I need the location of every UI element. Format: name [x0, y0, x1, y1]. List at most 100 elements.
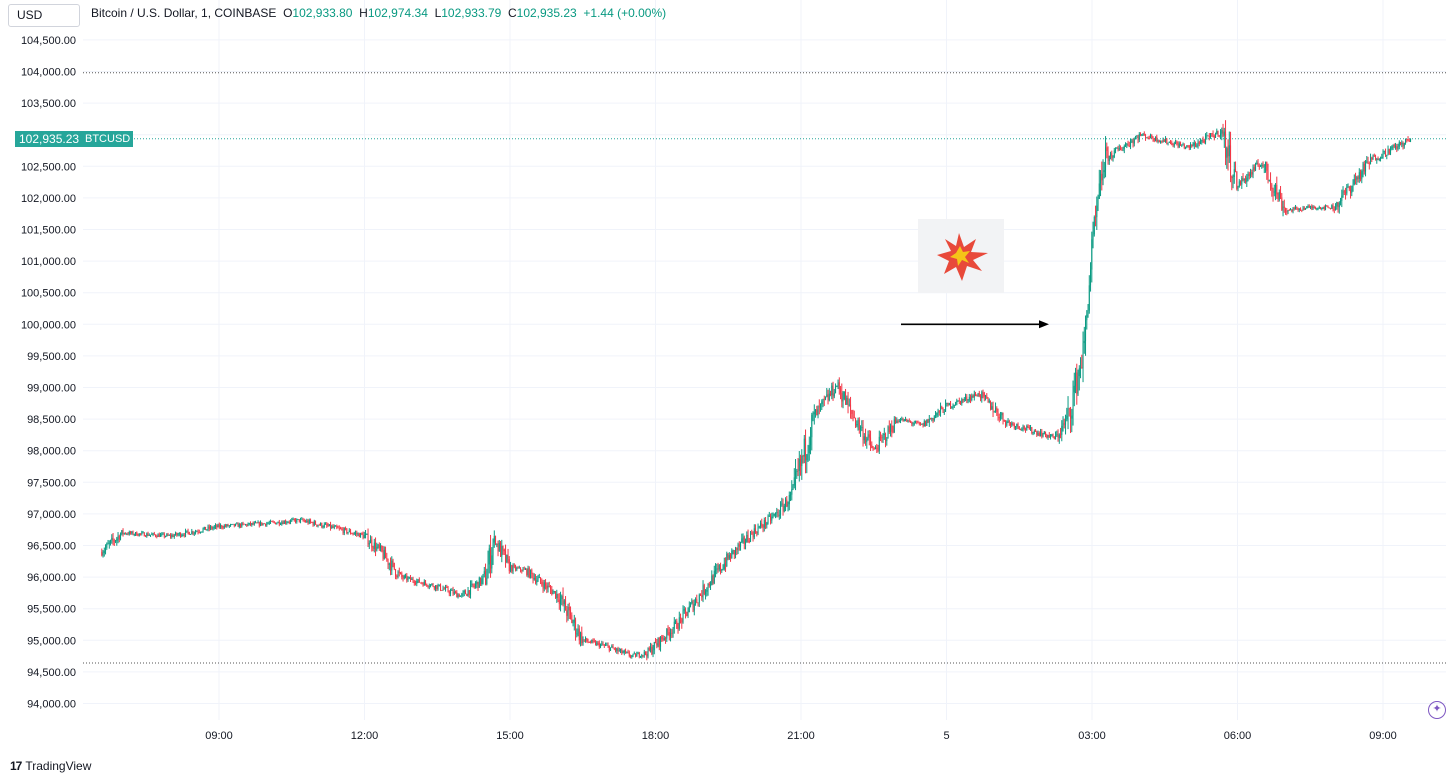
- candle-body: [640, 656, 642, 658]
- candle-body: [950, 403, 952, 408]
- candle-body: [1363, 163, 1365, 172]
- candle-body: [818, 406, 820, 408]
- candle-body: [1237, 186, 1239, 190]
- candle-body: [312, 522, 314, 526]
- candle-body: [167, 534, 169, 536]
- candle-body: [1006, 421, 1008, 426]
- candle-body: [1401, 143, 1403, 145]
- candle-body: [401, 573, 403, 577]
- candle-body: [460, 595, 462, 597]
- candle-body: [1032, 432, 1034, 434]
- candle-body: [700, 594, 702, 596]
- candle-body: [567, 607, 569, 616]
- candle-body: [523, 569, 525, 570]
- candle-body: [1058, 434, 1060, 438]
- y-tick-label: 99,000.00: [27, 383, 76, 395]
- candle-body: [891, 425, 893, 432]
- candle-body: [243, 523, 245, 525]
- candle-body: [271, 521, 273, 522]
- x-tick-label: 09:00: [205, 730, 233, 742]
- candle-body: [1168, 141, 1170, 143]
- candle-body: [408, 577, 410, 578]
- candle-body: [430, 584, 432, 587]
- candle-body: [538, 577, 540, 579]
- candle-body: [785, 499, 787, 506]
- candle-body: [240, 523, 242, 527]
- candle-body: [326, 524, 328, 526]
- candle-body: [1143, 133, 1145, 135]
- candle-body: [455, 591, 457, 593]
- candle-body: [706, 590, 708, 592]
- candle-body: [205, 526, 207, 531]
- candle-body: [628, 652, 630, 657]
- candle-body: [1077, 376, 1079, 394]
- candle-body: [653, 641, 655, 651]
- candle-body: [403, 575, 405, 579]
- candle-body: [966, 396, 968, 401]
- candle-body: [586, 638, 588, 642]
- candle-body: [1213, 136, 1215, 138]
- candle-body: [115, 540, 117, 542]
- candle-body: [528, 568, 530, 578]
- y-tick-label: 95,500.00: [27, 604, 76, 616]
- candle-body: [473, 585, 475, 587]
- candle-body: [691, 601, 693, 604]
- candle-body: [203, 526, 205, 529]
- candle-body: [853, 417, 855, 419]
- candle-body: [1343, 191, 1345, 193]
- sparkle-icon[interactable]: ✦: [1428, 701, 1446, 719]
- candle-body: [255, 522, 257, 524]
- candle-body: [976, 395, 978, 397]
- candle-body: [1337, 202, 1339, 208]
- candle-body: [755, 528, 757, 533]
- candle-body: [1266, 161, 1268, 171]
- candle-body: [791, 489, 793, 495]
- currency-selector[interactable]: USD: [8, 4, 80, 27]
- candle-body: [887, 426, 889, 439]
- symbol-title[interactable]: Bitcoin / U.S. Dollar, 1, COINBASE: [91, 6, 277, 20]
- candle-body: [1246, 177, 1248, 183]
- tradingview-brand[interactable]: 17 TradingView: [10, 759, 91, 773]
- candle-body: [441, 590, 443, 591]
- y-tick-label: 94,500.00: [27, 667, 76, 679]
- candle-body: [591, 639, 593, 643]
- candle-body: [1045, 431, 1047, 435]
- candle-body: [846, 397, 848, 405]
- candle-body: [503, 549, 505, 552]
- candle-body: [1235, 169, 1237, 172]
- candle-body: [1281, 197, 1283, 210]
- candle-body: [1093, 217, 1095, 235]
- candle-body: [697, 602, 699, 604]
- candle-body: [898, 421, 900, 423]
- candle-body: [585, 638, 587, 641]
- candle-body: [690, 603, 692, 607]
- candle-body: [1127, 144, 1129, 146]
- candle-body: [225, 525, 227, 527]
- candle-body: [281, 522, 283, 525]
- candle-body: [442, 588, 444, 591]
- candle-body: [353, 533, 355, 535]
- candle-body: [695, 599, 697, 604]
- candle-body: [458, 594, 460, 597]
- candle-body: [673, 621, 675, 629]
- candle-body: [645, 651, 647, 655]
- candle-body: [780, 504, 782, 515]
- candle-body: [496, 543, 498, 545]
- candle-body: [445, 587, 447, 590]
- candle-body: [370, 539, 372, 544]
- candle-body: [703, 585, 705, 594]
- y-tick-label: 97,000.00: [27, 509, 76, 521]
- candle-body: [1303, 207, 1305, 210]
- candle-body: [282, 522, 284, 524]
- candle-body: [1060, 434, 1062, 436]
- candle-body: [1137, 136, 1139, 140]
- collision-icon: [937, 233, 988, 281]
- collision-annotation[interactable]: [918, 219, 1004, 293]
- candle-body: [1111, 153, 1113, 158]
- candle-body: [475, 584, 477, 587]
- candle-body: [352, 533, 354, 535]
- candle-body: [325, 524, 327, 525]
- candle-body: [521, 570, 523, 572]
- candle-body: [611, 646, 613, 648]
